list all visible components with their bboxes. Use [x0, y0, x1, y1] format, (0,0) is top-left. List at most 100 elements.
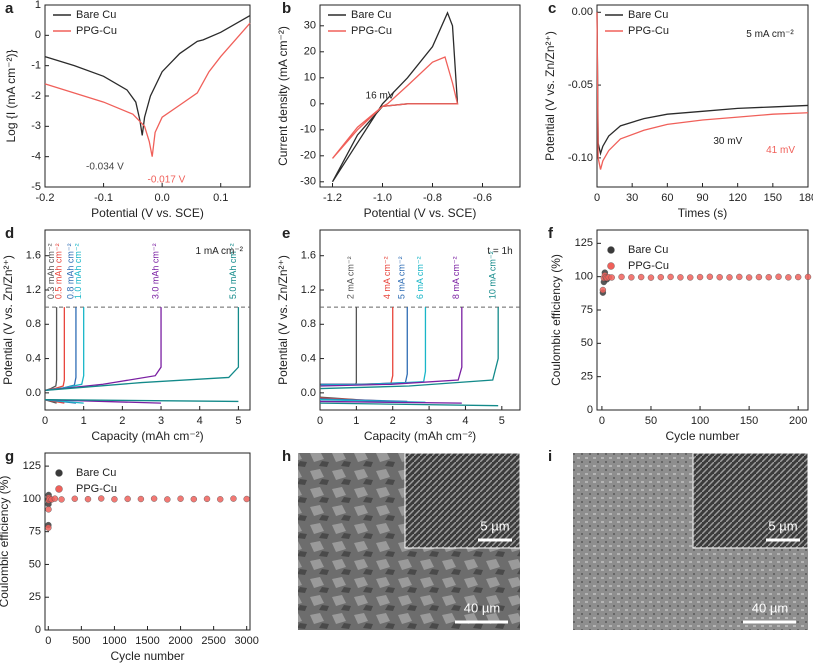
legend-label: Bare Cu [351, 9, 391, 21]
x-tick-label: 0.0 [154, 192, 169, 204]
x-axis-label: Capacity (mAh cm⁻²) [91, 429, 203, 443]
y-tick-label: -1 [31, 60, 41, 72]
y-tick-label: -2 [31, 90, 41, 102]
scale-label: 40 µm [464, 600, 500, 615]
y-tick-label: -0.05 [568, 79, 593, 91]
y-tick-label: 0.8 [301, 318, 316, 330]
y-axis-label: Coulombic efficiency (%) [0, 476, 11, 608]
series-label: 8 mA cm⁻² [451, 256, 461, 299]
data-point [745, 274, 753, 281]
x-tick-label: 0 [42, 415, 48, 427]
data-point [736, 273, 743, 281]
x-tick-label: -0.8 [423, 192, 442, 204]
plot-area [44, 307, 240, 404]
inset-scale-label: 5 µm [480, 518, 509, 533]
x-axis-label: Potential (V vs. SCE) [91, 206, 204, 220]
y-tick-label: 25 [29, 591, 41, 603]
series-label: 3.0 mAh cm⁻² [150, 243, 160, 299]
x-tick-label: 1500 [135, 635, 159, 647]
data-point [785, 274, 792, 281]
data-point [696, 273, 704, 281]
x-axis-label: Cycle number [665, 429, 739, 443]
x-tick-label: 150 [764, 192, 782, 204]
data-point [98, 495, 105, 502]
annotation: -0.017 V [148, 174, 186, 185]
x-axis-label: Capacity (mAh cm⁻²) [364, 429, 476, 443]
x-tick-label: 2500 [201, 635, 225, 647]
annotation: 1 mA cm⁻² [195, 246, 243, 257]
x-tick-label: 2000 [168, 635, 192, 647]
series-label: 0.3 mAh cm⁻² [46, 243, 56, 299]
legend-label: Bare Cu [76, 9, 116, 21]
y-tick-label: 75 [581, 304, 593, 316]
data-point [687, 274, 694, 281]
data-point [71, 495, 78, 502]
series-label: 0.8 mAh cm⁻² [65, 243, 75, 299]
x-tick-label: 0.1 [213, 192, 228, 204]
x-tick-label: 180 [799, 192, 813, 204]
x-tick-label: 1000 [102, 635, 126, 647]
sem-inset [404, 452, 521, 549]
x-tick-label: -0.6 [473, 192, 492, 204]
y-tick-label: -0.10 [568, 152, 593, 164]
y-tick-label: 30 [304, 20, 316, 32]
legend-label: PPG-Cu [76, 25, 117, 37]
data-point [765, 274, 772, 281]
series-line [44, 15, 251, 136]
annotation: -0.034 V [86, 162, 124, 173]
x-tick-label: 4 [462, 415, 468, 427]
data-point [203, 495, 211, 503]
x-axis-label: Times (s) [678, 206, 728, 220]
x-tick-label: 4 [197, 415, 203, 427]
y-tick-label: 0.4 [26, 352, 41, 364]
series-label: 2 mA cm⁻² [346, 256, 356, 299]
x-tick-label: 0 [599, 415, 605, 427]
data-point [599, 286, 607, 294]
y-tick-label: 1.6 [26, 250, 41, 262]
x-tick-label: 1 [353, 415, 359, 427]
y-tick-label: 50 [581, 337, 593, 349]
y-axis-label: Potential (V vs. Zn/Zn²⁺) [276, 255, 290, 385]
data-point [775, 273, 782, 280]
data-point [111, 496, 118, 503]
data-point [124, 495, 131, 503]
data-point [647, 274, 655, 281]
series-label: 4 mA cm⁻² [382, 256, 392, 299]
y-axis-label: Potential (V vs. Zn/Zn²⁺) [543, 31, 557, 161]
y-tick-label: -20 [300, 150, 316, 162]
data-point [716, 274, 723, 281]
data-point [45, 524, 52, 531]
y-tick-label: 20 [304, 46, 316, 58]
series-line [319, 307, 499, 407]
panel-label: a [5, 0, 14, 17]
data-point [217, 496, 224, 503]
data-point [45, 506, 52, 513]
annotation: 16 mV [366, 91, 395, 102]
y-tick-label: -5 [31, 181, 41, 193]
data-point [150, 495, 158, 502]
data-point [677, 274, 684, 281]
plot-frame [44, 452, 251, 631]
y-tick-label: 50 [29, 558, 41, 570]
y-tick-label: 0.0 [26, 387, 41, 399]
legend-label: PPG-Cu [628, 25, 669, 37]
y-tick-label: 0 [587, 404, 593, 416]
x-tick-label: 100 [691, 415, 709, 427]
data-point [608, 274, 615, 281]
plot-area [45, 491, 250, 531]
y-tick-label: -4 [31, 151, 41, 163]
data-point [84, 495, 92, 503]
panel-label: d [5, 225, 14, 242]
legend-swatch [607, 262, 615, 270]
y-tick-label: 0.0 [301, 387, 316, 399]
y-tick-label: 0 [35, 624, 41, 636]
y-tick-label: 0.00 [572, 6, 593, 18]
y-axis-label: Potential (V vs. Zn/Zn²⁺) [1, 255, 15, 385]
y-tick-label: 125 [575, 237, 593, 249]
panel-label: b [282, 0, 291, 17]
plot-frame [44, 229, 251, 411]
x-tick-label: -0.2 [36, 192, 55, 204]
panel-label: g [5, 448, 14, 465]
legend-label: Bare Cu [628, 9, 668, 21]
